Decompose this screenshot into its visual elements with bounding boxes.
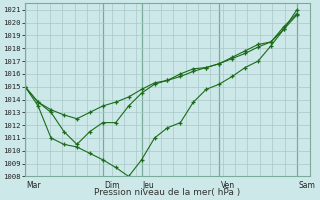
Text: Jeu: Jeu	[143, 181, 155, 190]
X-axis label: Pression niveau de la mer( hPa ): Pression niveau de la mer( hPa )	[94, 188, 241, 197]
Text: Dim: Dim	[104, 181, 120, 190]
Text: Mar: Mar	[27, 181, 41, 190]
Text: Ven: Ven	[220, 181, 235, 190]
Text: Sam: Sam	[298, 181, 315, 190]
